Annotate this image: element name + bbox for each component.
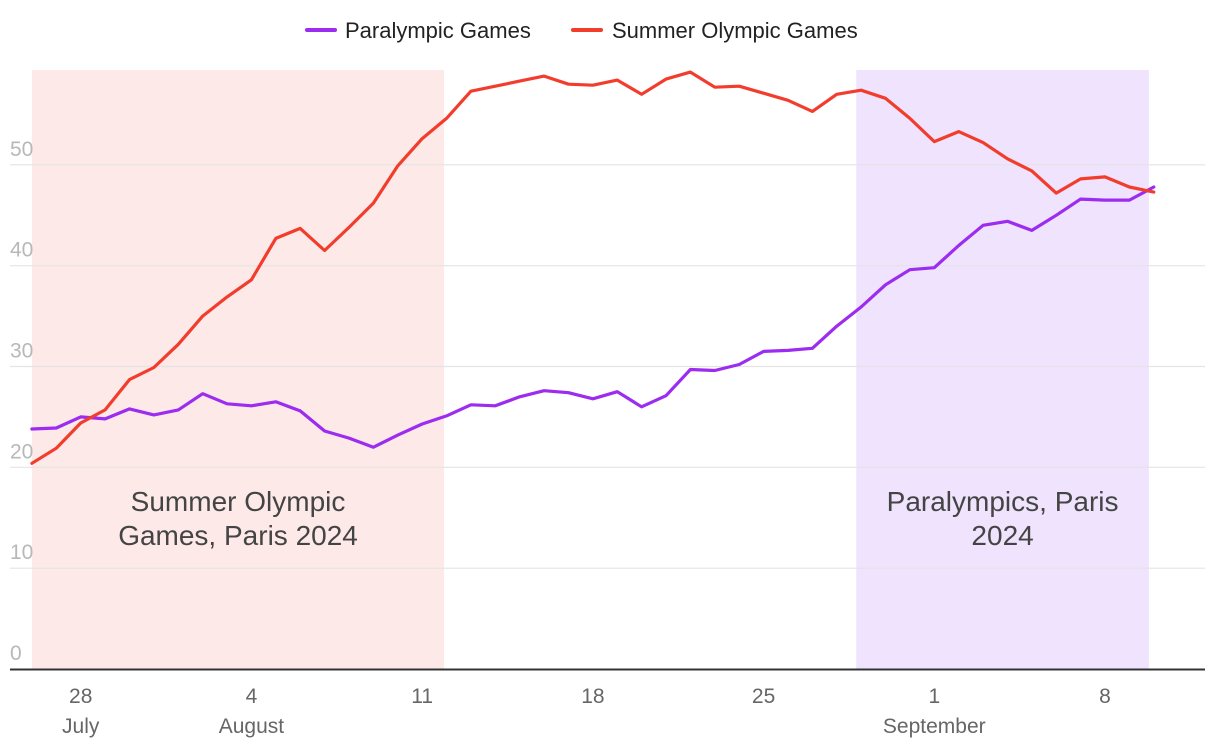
region-label-1-line-1: Summer Olympic <box>131 486 346 517</box>
shaded-region-2 <box>856 70 1149 669</box>
x-tick-8: 8 <box>1099 685 1111 708</box>
y-tick-40: 40 <box>10 239 33 262</box>
series-lines <box>30 70 1156 465</box>
x-axis-ticks: 28 July 4 August 11 18 25 1 September 8 <box>62 685 1111 738</box>
x-tick-18: 18 <box>581 685 604 708</box>
shaded-region-1 <box>31 70 445 669</box>
y-tick-0: 0 <box>10 642 22 665</box>
legend: Paralympic Games Summer Olympic Games <box>305 18 858 43</box>
x-tick-1: 1 <box>928 685 940 708</box>
gridlines <box>10 164 1205 569</box>
series-line-paralympic-games <box>30 185 1156 449</box>
legend-label-paralympic-games: Paralympic Games <box>345 18 531 43</box>
x-tick-11: 11 <box>411 685 433 708</box>
legend-label-summer-olympic-games: Summer Olympic Games <box>612 18 858 43</box>
x-tick-sublabel-july: July <box>62 715 100 738</box>
x-tick-25: 25 <box>752 685 775 708</box>
x-tick-28: 28 <box>69 685 92 708</box>
x-tick-sublabel-september: September <box>883 715 986 738</box>
shaded-regions <box>31 70 1149 669</box>
y-axis-ticks: 0 10 20 30 40 50 <box>10 138 33 665</box>
y-tick-10: 10 <box>10 541 33 564</box>
series-line-summer-olympic-games <box>30 70 1156 465</box>
region-label-2-line-2: 2024 <box>971 520 1033 551</box>
x-tick-4: 4 <box>246 685 258 708</box>
region-label-1-line-2: Games, Paris 2024 <box>118 520 358 551</box>
y-tick-50: 50 <box>10 138 33 161</box>
y-tick-20: 20 <box>10 440 33 463</box>
x-tick-sublabel-august: August <box>219 715 285 738</box>
region-label-2-line-1: Paralympics, Paris <box>887 486 1119 517</box>
y-tick-30: 30 <box>10 340 33 363</box>
